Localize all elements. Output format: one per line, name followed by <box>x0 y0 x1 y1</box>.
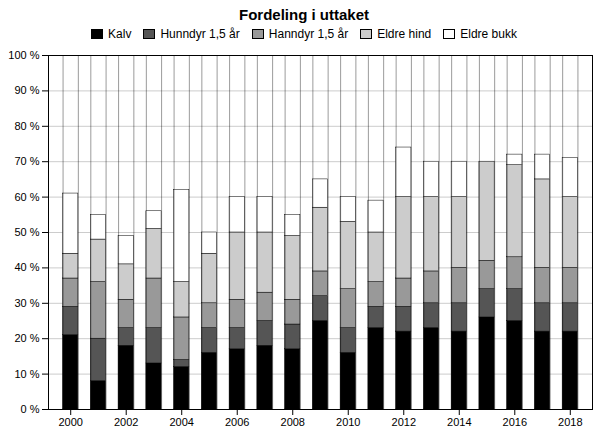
svg-text:2006: 2006 <box>225 416 249 428</box>
svg-text:2002: 2002 <box>114 416 138 428</box>
html-text:Eldre bukk: Eldre bukk <box>460 27 517 41</box>
svg-text:2010: 2010 <box>336 416 360 428</box>
svg-text:2018: 2018 <box>558 416 582 428</box>
svg-text:2008: 2008 <box>281 416 305 428</box>
svg-text:60 %: 60 % <box>14 191 39 203</box>
svg-text:30 %: 30 % <box>14 297 39 309</box>
html-text:Kalv: Kalv <box>108 27 132 41</box>
svg-text:2000: 2000 <box>58 416 82 428</box>
svg-text:100 %: 100 % <box>8 49 39 61</box>
html-text:Hunndyr 1,5 år: Hunndyr 1,5 år <box>160 27 240 41</box>
svg-text:10 %: 10 % <box>14 368 39 380</box>
svg-text:2012: 2012 <box>392 416 416 428</box>
svg-text:90 %: 90 % <box>14 84 39 96</box>
svg-text:2004: 2004 <box>169 416 193 428</box>
svg-text:0 %: 0 % <box>21 403 40 415</box>
svg-text:20 %: 20 % <box>14 332 39 344</box>
html-text:Fordeling i uttaket: Fordeling i uttaket <box>239 6 369 23</box>
svg-text:2016: 2016 <box>503 416 527 428</box>
html-text:Hanndyr 1,5 år: Hanndyr 1,5 år <box>268 27 349 41</box>
svg-text:2014: 2014 <box>447 416 471 428</box>
svg-text:40 %: 40 % <box>14 261 39 273</box>
html-text:Eldre hind: Eldre hind <box>377 27 432 41</box>
svg-text:50 %: 50 % <box>14 226 39 238</box>
svg-text:80 %: 80 % <box>14 120 39 132</box>
svg-text:70 %: 70 % <box>14 155 39 167</box>
